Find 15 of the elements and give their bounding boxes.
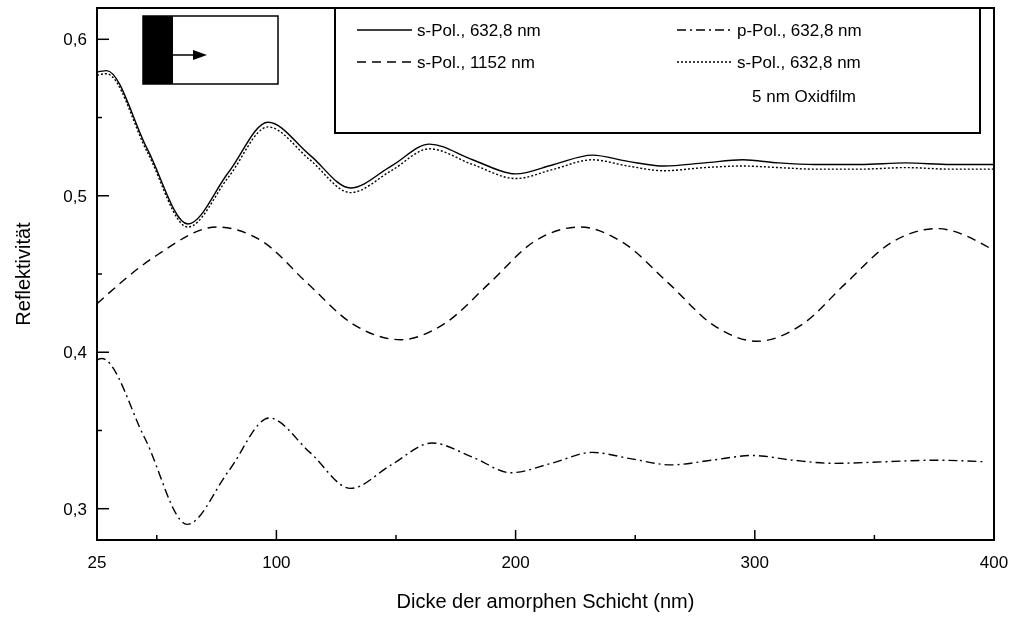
legend-label: s-Pol., 632,8 nm (417, 21, 541, 40)
x-tick-label: 100 (262, 553, 291, 572)
x-tick-label: 300 (740, 553, 769, 572)
y-tick-label: 0,4 (63, 343, 87, 363)
x-tick-label: 200 (501, 553, 530, 572)
legend-label: s-Pol., 632,8 nm 5 nm Oxidfilm (737, 53, 861, 106)
y-axis-title: Reflektivität (12, 221, 34, 326)
y-tick-label: 0,6 (63, 30, 87, 50)
legend-label: p-Pol., 632,8 nm (737, 21, 862, 40)
x-axis-title: Dicke der amorphen Schicht (nm) (396, 590, 695, 612)
x-tick-label: 400 (979, 553, 1009, 572)
y-tick-label: 0,3 (63, 499, 87, 519)
y-tick-label: 0,5 (63, 186, 87, 206)
legend-label: s-Pol., 1152 nm (417, 53, 535, 72)
x-tick-label: 25 (87, 553, 107, 572)
